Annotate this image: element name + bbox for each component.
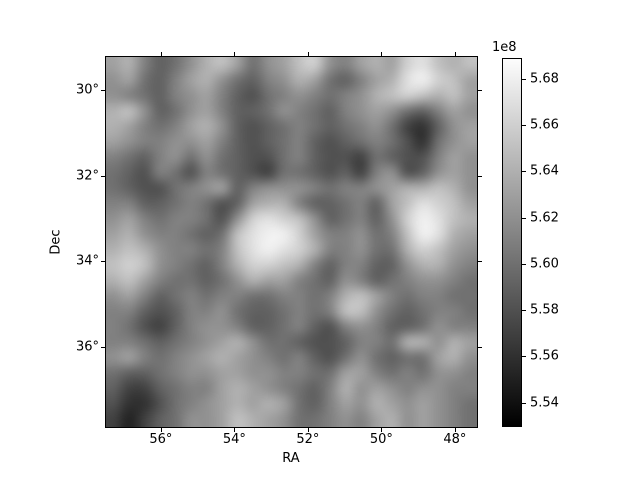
x-tick-label: 54° xyxy=(222,432,246,447)
colorbar-tick-mark xyxy=(522,171,526,173)
y-tick-label: 32° xyxy=(75,168,99,184)
colorbar-tick-label: 5.56 xyxy=(530,348,559,364)
x-tick-mark xyxy=(381,428,383,432)
colorbar-tick-mark xyxy=(522,310,526,312)
colorbar-tick-label: 5.54 xyxy=(530,395,559,411)
colorbar-tick-label: 5.64 xyxy=(530,163,559,179)
colorbar-tick-mark xyxy=(522,125,526,127)
y-tick-label: 34° xyxy=(75,253,99,269)
y-tick-mark xyxy=(101,261,105,263)
x-tick-label: 52° xyxy=(296,432,320,447)
x-tick-mark xyxy=(160,428,162,432)
y-tick-mark-right xyxy=(478,175,482,177)
x-tick-label: 50° xyxy=(369,432,393,447)
x-tick-mark-top xyxy=(307,52,309,56)
x-tick-label: 48° xyxy=(443,432,467,447)
heatmap-image xyxy=(106,57,477,427)
colorbar-tick-label: 5.60 xyxy=(530,256,559,272)
colorbar xyxy=(502,58,522,427)
colorbar-tick-mark xyxy=(522,263,526,265)
x-tick-mark xyxy=(234,428,236,432)
y-tick-mark xyxy=(101,89,105,91)
y-tick-mark-right xyxy=(478,261,482,263)
x-tick-mark xyxy=(307,428,309,432)
y-tick-label: 36° xyxy=(75,339,99,355)
x-tick-mark-top xyxy=(454,52,456,56)
colorbar-tick-label: 5.68 xyxy=(530,71,559,87)
colorbar-tick-label: 5.58 xyxy=(530,302,559,318)
x-tick-mark-top xyxy=(381,52,383,56)
y-tick-mark-right xyxy=(478,347,482,348)
colorbar-tick-mark xyxy=(522,356,526,358)
x-tick-mark-top xyxy=(160,52,162,56)
colorbar-tick-label: 5.62 xyxy=(530,210,559,226)
y-axis-label: Dec xyxy=(48,229,64,255)
y-tick-mark xyxy=(101,175,105,177)
x-tick-mark xyxy=(454,428,456,432)
colorbar-tick-mark xyxy=(522,402,526,404)
x-tick-mark-top xyxy=(234,52,236,56)
plot-area xyxy=(105,56,478,428)
y-tick-mark xyxy=(101,347,105,348)
x-axis-label: RA xyxy=(282,451,300,466)
colorbar-tick-mark xyxy=(522,78,526,80)
y-tick-label: 30° xyxy=(75,82,99,98)
colorbar-tick-label: 5.66 xyxy=(530,117,559,133)
y-tick-mark-right xyxy=(478,89,482,91)
x-tick-label: 56° xyxy=(149,432,173,447)
colorbar-tick-mark xyxy=(522,217,526,219)
colorbar-offset-label: 1e8 xyxy=(492,40,517,55)
